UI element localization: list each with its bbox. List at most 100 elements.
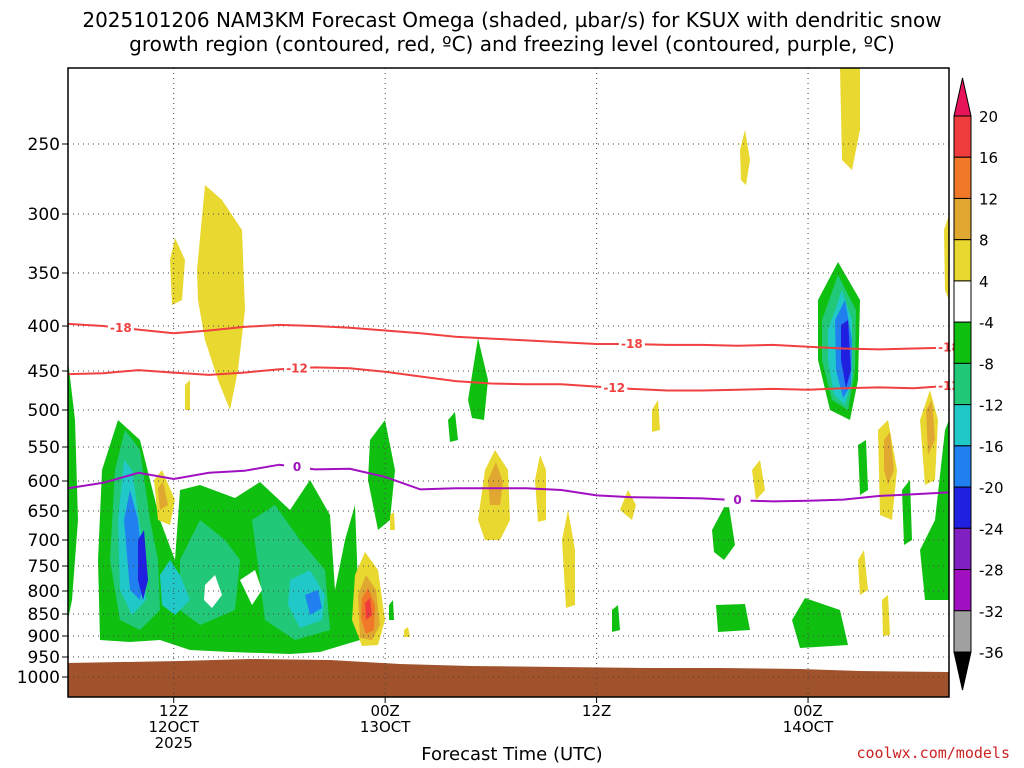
contour-label: -12 [603,381,625,395]
colorbar-box [953,280,972,323]
contour-label: 0 [733,493,741,507]
colorbar-box [953,610,972,653]
colorbar-label: -28 [979,562,1004,580]
omega-gold-area [488,462,503,505]
y-tick-label: 350 [28,264,60,284]
contour-lines [68,322,949,503]
colorbar-box [953,156,972,199]
y-tick-label: 500 [28,401,60,421]
omega-yellow-area [390,512,395,530]
omega-green-area [902,480,912,545]
x-tick-label: 12OCT [148,718,199,736]
y-tick-label: 300 [28,205,60,225]
y-tick-label: 900 [28,627,60,647]
omega-yellow-area [882,595,890,636]
x-tick-label: 12Z [159,702,188,720]
omega-yellow-area [858,550,868,595]
x-axis-title: Forecast Time (UTC) [421,744,603,765]
omega-yellow-area [840,68,860,170]
x-tick-label: 00Z [793,702,822,720]
omega-yellow-area [944,215,949,300]
omega-gold-area [926,400,935,455]
y-tick-label: 400 [28,317,60,337]
colorbar-top-triangle [953,77,972,117]
omega-green-area [68,360,78,620]
colorbar-box [953,404,972,447]
omega-green-area [712,500,735,560]
colorbar-label: 4 [979,273,989,291]
colorbar-label: 16 [979,149,998,167]
terrain-ground [68,659,949,697]
colorbar-box [953,115,972,158]
y-tick-label: 700 [28,531,60,551]
contour-label-bg [601,379,628,395]
colorbar: 20 16 12 8 4 -4 -8 -12 -16 -20 -24 -28 -32 -36 [953,77,1004,691]
contour-dgz_minus18 [68,322,949,351]
colorbar-label: 8 [979,232,989,250]
colorbar-box [953,239,972,282]
x-tick-label: 13OCT [360,718,411,736]
omega-green-area [858,440,868,495]
omega-green-area [612,605,620,632]
omega-yellow-area [185,380,190,410]
x-tick-label: 12Z [582,702,611,720]
colorbar-label: -20 [979,479,1004,497]
omega-darkblue-area [138,530,148,600]
colorbar-box [953,362,972,406]
contour-label-bg [618,336,645,351]
chart-title-line-1: 2025101206 NAM3KM Forecast Omega (shaded… [82,8,942,32]
plot-frame [67,67,950,698]
colorbar-label: -12 [979,397,1004,415]
omega-green-area [448,412,458,442]
contour-label-bg [284,360,311,376]
colorbar-label: -4 [979,314,994,332]
contour-label-bg [724,492,751,508]
y-tick-label: 250 [28,135,60,155]
colorbar-box [953,527,972,571]
y-tick-label: 550 [28,438,60,458]
contour-label-bg [284,459,311,475]
colorbar-box [953,486,972,529]
y-tick-label: 950 [28,648,60,668]
omega-yellow-area [652,400,660,432]
y-tick-label: 1000 [17,668,60,688]
omega-gold-area [158,482,168,510]
y-axis: 2503003504004505005506006507007508008509… [17,135,68,688]
colorbar-label: 20 [979,108,998,126]
colorbar-label: 12 [979,190,998,208]
colorbar-label: -32 [979,603,1004,621]
contour-freezing_0 [68,463,949,503]
omega-green-area [389,600,394,620]
contour-label-bg [107,319,134,335]
contour-label: -18 [110,321,132,335]
omega-teal-area [180,520,240,625]
dotted-gridlines [68,68,949,697]
colorbar-box [953,569,972,612]
contour-dgz_minus12 [68,366,949,392]
omega-clear-area [240,570,262,605]
omega-green-area [716,604,750,632]
colorbar-box [953,445,972,488]
omega-green-area [920,420,949,600]
y-tick-label: 600 [28,472,60,492]
omega-red-area [365,598,372,620]
chart-title-line-2: growth region (contoured, red, ºC) and f… [129,32,895,56]
contour-label: 0 [293,460,301,474]
colorbar-label: -36 [979,644,1004,662]
omega-cyan-area [160,560,190,615]
omega-blue-area [305,590,322,615]
colorbar-label: -8 [979,355,994,373]
omega-yellow-area [404,627,410,637]
x-tick-label: 2025 [155,734,193,752]
colorbar-box [953,321,972,364]
y-tick-label: 800 [28,582,60,602]
omega-yellow-area [197,185,245,410]
y-tick-label: 850 [28,605,60,625]
colorbar-label: -24 [979,520,1004,538]
x-tick-label: 14OCT [783,718,834,736]
omega-yellow-area [562,510,575,608]
omega-gold-area [884,432,894,485]
colorbar-box [953,197,972,241]
omega-yellow-area [740,130,750,185]
